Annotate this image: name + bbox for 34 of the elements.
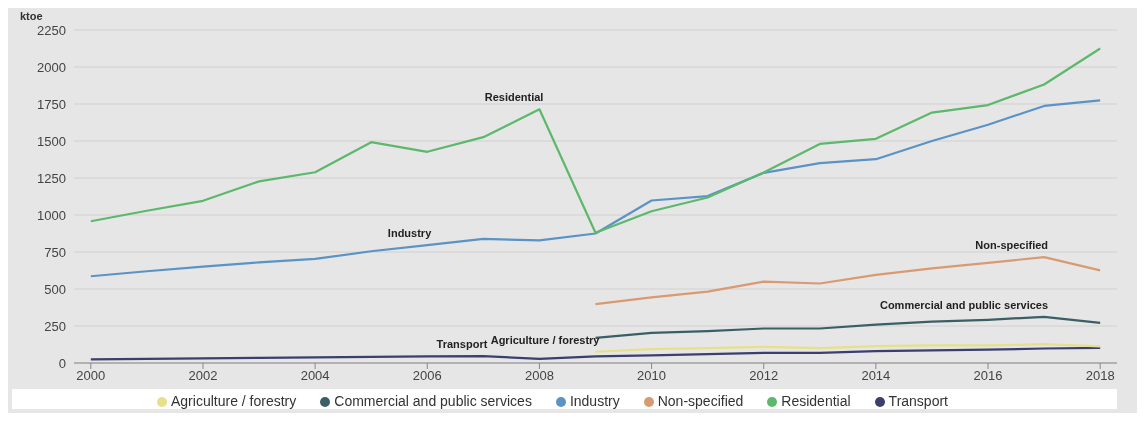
y-tick-label: 1000 [37,207,66,223]
y-tick-label: 0 [58,355,66,371]
y-tick-label: 250 [44,318,66,334]
y-tick-label: 1750 [37,96,66,112]
y-tick-label: 2250 [37,22,66,38]
x-tick-label: 2004 [300,368,330,384]
legend-label: Agriculture / forestry [171,393,297,409]
annotation: Agriculture / forestry [490,333,601,346]
x-tick-label: 2010 [637,368,667,384]
y-tick-label: 750 [44,244,66,260]
annotation: Commercial and public services [879,298,1049,311]
x-tick-label: 2008 [524,368,554,384]
y-tick-label: 1250 [37,170,66,186]
legend-label: Residential [781,393,851,409]
y-axis-title: ktoe [20,10,43,22]
legend-label: Transport [888,393,948,409]
legend-label: Commercial and public services [334,393,532,409]
x-tick-label: 2012 [749,368,779,384]
y-tick-label: 1500 [37,133,66,149]
x-tick-label: 2016 [973,368,1003,384]
annotation: Residential [484,91,544,104]
line-series [89,99,1102,278]
annotation: Transport [436,338,488,351]
y-tick-label: 2000 [37,59,66,75]
x-tick-label: 2002 [188,368,218,384]
annotation: Industry [387,227,433,240]
legend-label: Non-specified [657,393,744,409]
annotation: Non-specified [975,239,1049,252]
x-tick-label: 2014 [861,368,891,384]
x-tick-label: 2000 [76,368,106,384]
y-tick-label: 500 [44,281,66,297]
legend-label: Industry [569,393,620,409]
x-tick-label: 2018 [1085,368,1115,384]
x-tick-label: 2006 [412,368,442,384]
